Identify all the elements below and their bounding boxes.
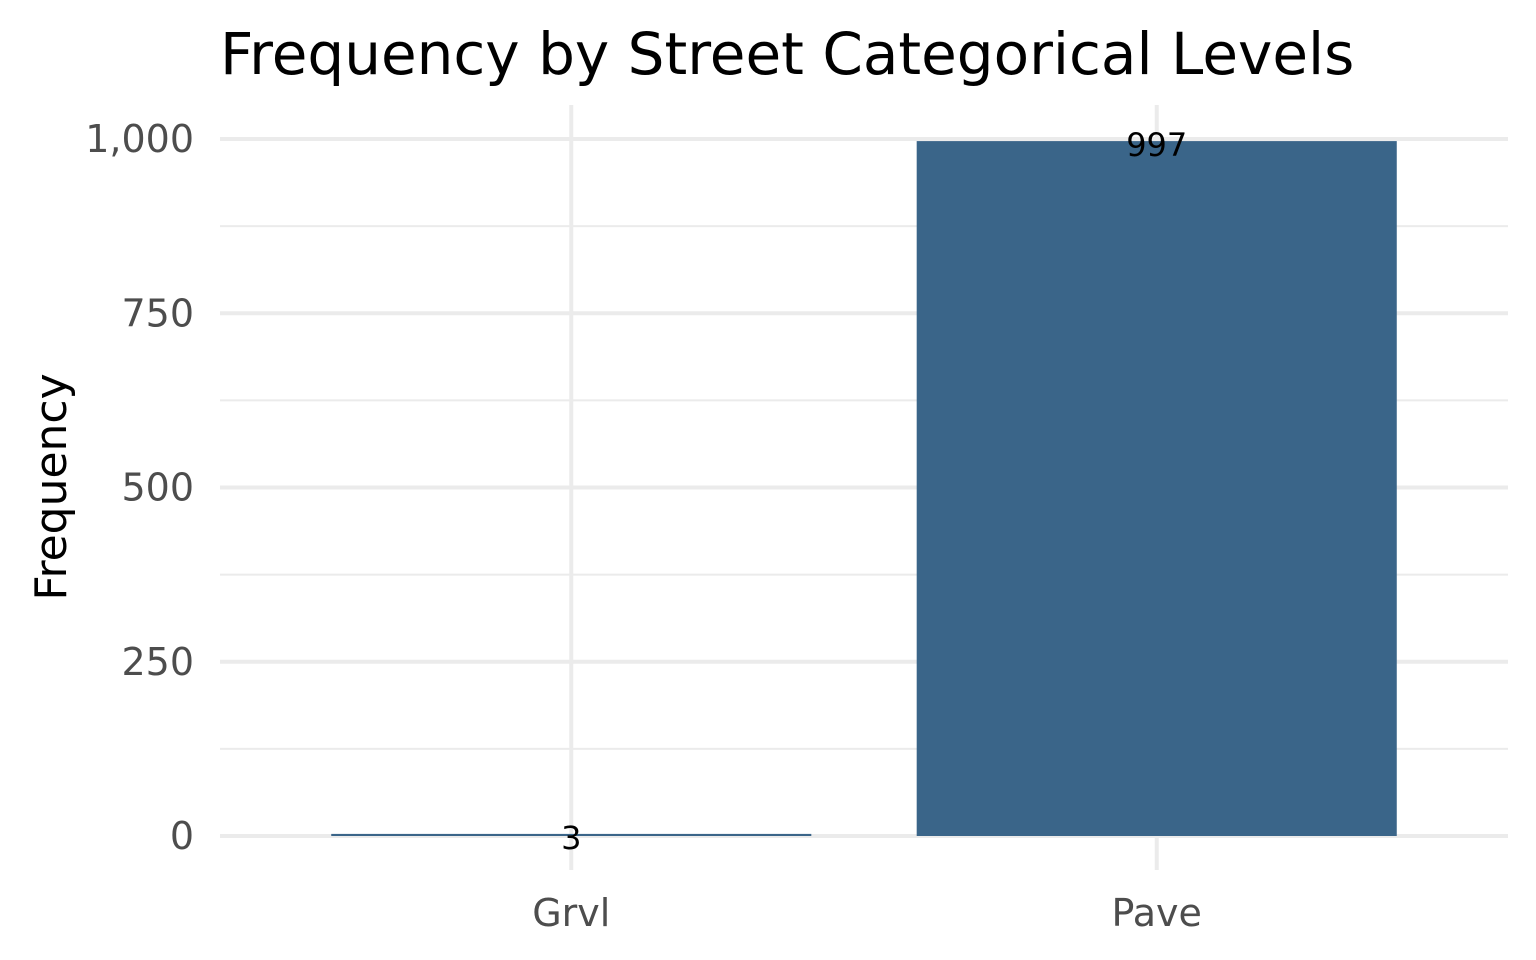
y-tick-label: 500 xyxy=(121,466,194,510)
y-tick-label: 250 xyxy=(121,640,194,684)
bars xyxy=(331,141,1397,836)
x-tick-label: Grvl xyxy=(532,891,610,935)
data-label: 997 xyxy=(1126,126,1187,164)
y-axis-title: Frequency xyxy=(26,373,77,600)
bar-grvl xyxy=(331,833,812,836)
bar-pave xyxy=(916,141,1397,836)
y-tick-label: 1,000 xyxy=(85,117,194,161)
data-label: 3 xyxy=(561,819,581,857)
x-tick-label: Pave xyxy=(1112,891,1202,935)
y-tick-labels: 0 250 500 750 1,000 xyxy=(85,117,194,858)
y-tick-label: 750 xyxy=(121,291,194,335)
chart-title: Frequency by Street Categorical Levels xyxy=(220,20,1354,88)
data-labels: 3 997 xyxy=(561,126,1187,857)
y-tick-label: 0 xyxy=(170,814,194,858)
x-tick-labels: Grvl Pave xyxy=(532,891,1202,935)
